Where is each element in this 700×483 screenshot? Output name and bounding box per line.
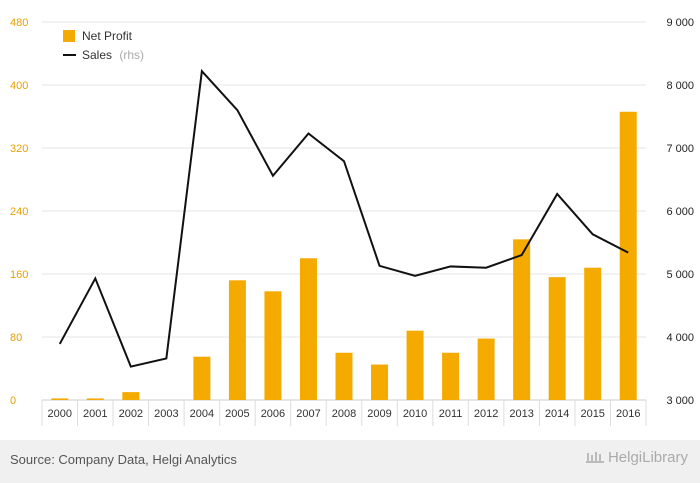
legend-net-profit-label: Net Profit: [82, 29, 133, 43]
x-tick-label: 2013: [509, 408, 533, 420]
bar: [299, 258, 317, 400]
bar: [51, 398, 69, 400]
right-tick-label: 7 000: [666, 143, 694, 155]
x-tick-label: 2012: [474, 408, 498, 420]
right-tick-label: 4 000: [666, 332, 694, 344]
right-axis-ticks: 3 000 4 000 5 000 6 000 7 000 8 000 9 000: [666, 17, 694, 407]
x-tick-label: 2011: [439, 408, 463, 420]
x-tick-label: 2015: [580, 408, 604, 420]
left-tick-label: 400: [10, 80, 28, 92]
gridlines: [42, 21, 646, 401]
x-tick-label: 2001: [83, 408, 107, 420]
bar: [442, 352, 460, 400]
legend-sales-text: Sales: [82, 48, 112, 62]
line-series: [58, 68, 629, 368]
legend-sales-label: Sales (rhs): [82, 48, 144, 62]
source-text: Source: Company Data, Helgi Analytics: [10, 452, 237, 467]
x-tick-label: 2014: [545, 408, 569, 420]
x-tick-label: 2002: [119, 408, 143, 420]
x-tick-label: 2008: [332, 408, 356, 420]
left-tick-label: 480: [10, 17, 28, 29]
left-tick-label: 240: [10, 206, 28, 218]
bar: [335, 352, 353, 400]
sales-line: [58, 68, 629, 368]
library-icon: [585, 452, 604, 463]
x-tick-label: 2007: [296, 408, 320, 420]
bar-series: [51, 111, 637, 401]
brand-logo: HelgiLibrary: [585, 449, 688, 466]
left-tick-label: 0: [10, 395, 16, 407]
right-tick-label: 8 000: [666, 80, 694, 92]
left-tick-label: 80: [10, 332, 22, 344]
left-axis-ticks: 0 80 160 240 320 400 480: [10, 17, 28, 407]
legend-sales-suffix: (rhs): [119, 48, 144, 62]
left-tick-label: 160: [10, 269, 28, 281]
right-tick-label: 5 000: [666, 269, 694, 281]
x-tick-label: 2009: [367, 408, 391, 420]
right-tick-label: 6 000: [666, 206, 694, 218]
x-tick-label: 2010: [403, 408, 427, 420]
left-tick-label: 320: [10, 143, 28, 155]
legend: Net Profit Sales (rhs): [63, 29, 144, 62]
bar: [619, 111, 637, 401]
bar: [406, 330, 424, 400]
bar: [264, 291, 282, 400]
legend-bar-swatch: [63, 30, 75, 42]
bar: [477, 338, 495, 400]
bar: [548, 277, 566, 400]
x-axis: 2000 2001 2002 2003 2004 2005 2006 2007 2008 2009…: [41, 400, 647, 426]
bar: [193, 356, 211, 400]
bar: [584, 267, 602, 400]
footer: Source: Company Data, Helgi Analytics He…: [0, 440, 700, 483]
bar: [513, 239, 531, 400]
bar: [122, 392, 140, 400]
x-tick-label: 2005: [225, 408, 249, 420]
x-tick-label: 2016: [616, 408, 640, 420]
brand-text: HelgiLibrary: [607, 449, 688, 466]
bar: [371, 364, 389, 400]
x-tick-label: 2006: [261, 408, 285, 420]
bar: [86, 398, 104, 400]
bar: [228, 280, 246, 400]
x-tick-label: 2000: [48, 408, 72, 420]
right-tick-label: 3 000: [666, 395, 694, 407]
x-tick-label: 2004: [190, 408, 214, 420]
chart: 0 80 160 240 320 400 480 3 000 4 000 5 000 6 000 7…: [10, 17, 694, 426]
x-tick-label: 2003: [154, 408, 178, 420]
right-tick-label: 9 000: [666, 17, 694, 29]
